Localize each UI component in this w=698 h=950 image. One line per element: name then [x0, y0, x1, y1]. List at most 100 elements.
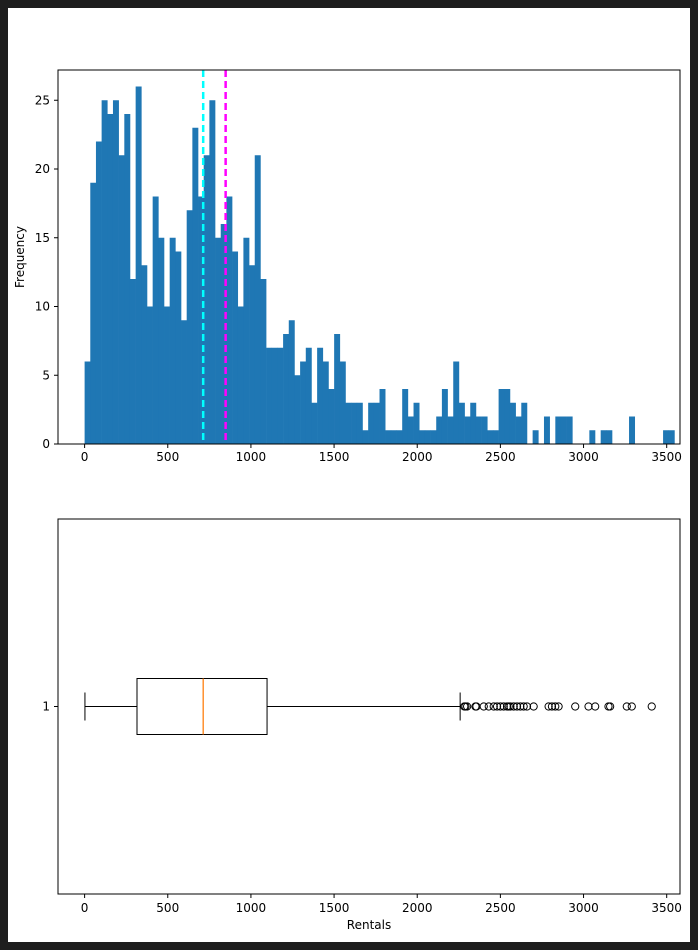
histogram-bar [237, 306, 244, 444]
boxplot-chart: 0 500 1000 1500 2000 2500 3000 3500 1 Rentals [42, 518, 682, 932]
outlier-point [554, 702, 563, 711]
x-tick-label: 1000 [236, 450, 267, 464]
histogram-bar [436, 416, 443, 444]
outlier-point [547, 702, 557, 711]
outlier-point [622, 702, 631, 711]
histogram-bar [453, 361, 460, 444]
histogram-bar [164, 306, 170, 444]
histogram-bar [243, 237, 250, 444]
histogram-bar [277, 347, 284, 444]
x-tick-label: 1500 [319, 901, 350, 915]
histogram-bar [249, 265, 256, 444]
x-tick-label: 2500 [485, 901, 516, 915]
boxplot-elements [84, 678, 461, 735]
histogram-bar [396, 430, 403, 444]
histogram-bar [504, 389, 511, 444]
histogram-bar [351, 402, 358, 444]
histogram-bar [606, 430, 613, 444]
histogram-bar [181, 320, 187, 444]
histogram-bar [379, 389, 386, 444]
boxplot-y-ticks: 1 [42, 700, 58, 714]
histogram-bar [447, 416, 454, 444]
histogram-bar [175, 251, 182, 444]
outlier-point [479, 702, 488, 711]
histogram-bar [283, 334, 290, 444]
x-tick-label: 1000 [236, 901, 267, 915]
outlier-point [571, 702, 580, 711]
outlier-point [584, 702, 593, 711]
histogram-bar [498, 389, 505, 444]
histogram-bar [334, 334, 341, 444]
histogram-y-ticks: 0 5 10 15 20 25 [35, 93, 58, 451]
histogram-bar [141, 265, 148, 444]
y-tick-label: 15 [35, 231, 50, 245]
histogram-bar [345, 402, 352, 444]
outlier-point [522, 702, 532, 711]
y-tick-label: 20 [35, 162, 50, 176]
histogram-reference-lines [201, 70, 227, 444]
boxplot-x-axis-label: Rentals [347, 918, 391, 932]
histogram-bar [95, 141, 102, 444]
x-tick-label: 500 [156, 450, 179, 464]
histogram-bar [475, 416, 482, 444]
histogram-bar [254, 155, 261, 444]
histogram-bar [339, 361, 346, 444]
x-tick-label: 3000 [568, 901, 599, 915]
histogram-bar [413, 402, 420, 444]
histogram-bar [129, 279, 136, 444]
histogram-bar [186, 210, 193, 444]
histogram-bar [300, 361, 307, 444]
outlier-point [551, 702, 560, 711]
histogram-bar [668, 430, 675, 444]
x-tick-label: 3500 [651, 450, 682, 464]
histogram-bar [84, 361, 91, 444]
histogram-bar [90, 182, 97, 444]
x-tick-label: 0 [81, 450, 89, 464]
histogram-bar [135, 86, 142, 444]
outlier-point [516, 702, 525, 711]
histogram-bar [589, 430, 596, 444]
x-tick-label: 3500 [651, 901, 682, 915]
outlier-point [604, 702, 613, 711]
histogram-bar [390, 430, 397, 444]
outlier-point [484, 702, 493, 711]
histogram-bar [271, 347, 278, 444]
outlier-point [544, 702, 553, 711]
histogram-bar [515, 416, 522, 444]
histogram-bar [430, 430, 437, 444]
histogram-bar [101, 100, 108, 444]
y-tick-label: 0 [42, 437, 50, 451]
outlier-point [519, 702, 528, 711]
outlier-point [512, 702, 522, 711]
x-tick-label: 3000 [568, 450, 599, 464]
histogram-bar [158, 237, 165, 444]
outlier-point [627, 702, 636, 711]
histogram-bar [424, 430, 431, 444]
histogram-bar [169, 237, 176, 444]
histogram-bar [560, 416, 567, 444]
histogram-bar [305, 347, 312, 444]
x-tick-label: 2500 [485, 450, 516, 464]
histogram-bar [458, 402, 465, 444]
histogram-bar [232, 251, 239, 444]
histogram-bar [152, 196, 159, 444]
figure-svg: 0 500 1000 1500 2000 2500 3000 3500 0510152025 … [13, 69, 698, 932]
histogram-bar [356, 402, 363, 444]
histogram-bar [266, 347, 273, 444]
histogram-bar [509, 402, 516, 444]
histogram-bar [419, 430, 426, 444]
histogram-bar [566, 416, 573, 444]
histogram-bar [118, 155, 125, 444]
x-tick-label: 2000 [402, 901, 433, 915]
histogram-bar [124, 114, 131, 444]
histogram-axes-frame [57, 69, 681, 445]
histogram-bar [663, 430, 670, 444]
histogram-bar [373, 402, 380, 444]
outlier-point [647, 702, 656, 711]
histogram-bar [385, 430, 392, 444]
histogram-bars [84, 86, 698, 444]
outlier-point [506, 702, 515, 711]
histogram-bar [368, 402, 375, 444]
histogram-x-ticks: 0 500 1000 1500 2000 2500 3000 3500 [81, 444, 682, 464]
histogram-bar [220, 224, 227, 444]
